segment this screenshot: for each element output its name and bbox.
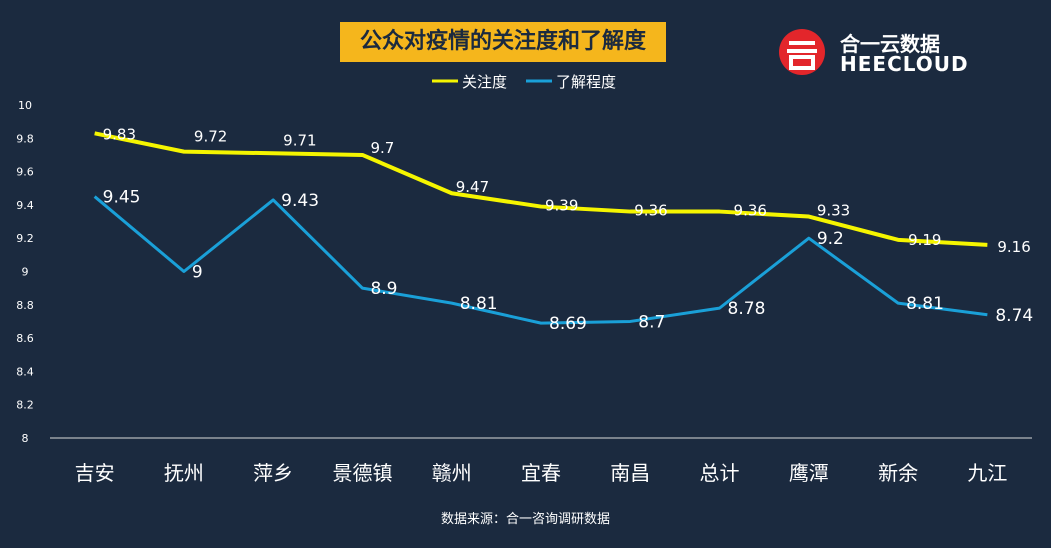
x-tick-label: 吉安 xyxy=(75,461,115,485)
y-tick-label: 10 xyxy=(18,99,32,112)
x-tick-label: 宜春 xyxy=(521,461,561,485)
x-tick-label: 鹰潭 xyxy=(789,461,829,485)
attention-data-label: 9.36 xyxy=(734,202,767,220)
attention-data-label: 9.19 xyxy=(908,231,941,249)
y-tick-label: 9.6 xyxy=(16,166,34,179)
y-tick-label: 8.4 xyxy=(16,365,34,378)
legend-label-attention: 关注度 xyxy=(462,73,507,91)
x-tick-label: 萍乡 xyxy=(253,461,293,485)
x-tick-label: 南昌 xyxy=(610,461,650,485)
x-tick-label: 总计 xyxy=(700,461,740,485)
understanding-data-label: 8.69 xyxy=(549,314,587,334)
x-tick-label: 九江 xyxy=(967,461,1007,485)
logo-english-name: HEECLOUD xyxy=(840,52,969,76)
y-tick-label: 9.4 xyxy=(16,199,34,212)
y-tick-label: 8.8 xyxy=(16,299,34,312)
understanding-data-label: 9.45 xyxy=(103,188,141,208)
heecloud-logo-icon xyxy=(779,29,825,75)
y-tick-label: 9.2 xyxy=(16,232,34,245)
legend-label-understanding: 了解程度 xyxy=(556,73,616,91)
y-tick-label: 9.8 xyxy=(16,132,34,145)
understanding-data-label: 8.74 xyxy=(995,306,1033,326)
data-source-note: 数据来源：合一咨询调研数据 xyxy=(440,512,610,527)
attention-data-label: 9.36 xyxy=(634,202,667,220)
understanding-data-label: 8.78 xyxy=(728,299,766,319)
attention-data-label: 9.83 xyxy=(103,125,136,143)
attention-data-label: 9.16 xyxy=(997,238,1030,256)
chart-title: 公众对疫情的关注度和了解度 xyxy=(340,22,666,62)
understanding-data-label: 8.7 xyxy=(638,312,665,332)
understanding-series-line xyxy=(93,195,988,325)
x-tick-label: 新余 xyxy=(878,461,918,485)
attention-data-label: 9.72 xyxy=(194,128,227,146)
understanding-data-label: 9.43 xyxy=(281,191,319,211)
attention-data-label: 9.7 xyxy=(370,139,394,157)
understanding-data-label: 9.2 xyxy=(817,229,844,249)
attention-data-label: 9.47 xyxy=(456,178,489,196)
x-tick-label: 景德镇 xyxy=(332,461,392,485)
attention-data-label: 9.71 xyxy=(283,131,316,149)
logo-chinese-name: 合一云数据 xyxy=(840,32,940,56)
understanding-data-label: 8.9 xyxy=(370,279,397,299)
y-tick-label: 9 xyxy=(22,266,29,279)
attention-data-label: 9.33 xyxy=(817,202,850,220)
attention-data-label: 9.39 xyxy=(545,197,578,215)
y-tick-label: 8.2 xyxy=(16,399,34,412)
y-tick-label: 8 xyxy=(22,432,29,445)
y-tick-label: 8.6 xyxy=(16,332,34,345)
understanding-data-label: 8.81 xyxy=(906,294,944,314)
x-tick-label: 抚州 xyxy=(164,461,204,485)
heecloud-logo: 合一云数据 HEECLOUD xyxy=(778,28,998,76)
attention-series-line xyxy=(94,131,988,247)
understanding-data-label: 9 xyxy=(192,263,203,283)
x-tick-label: 赣州 xyxy=(432,461,472,485)
understanding-data-label: 8.81 xyxy=(460,294,498,314)
